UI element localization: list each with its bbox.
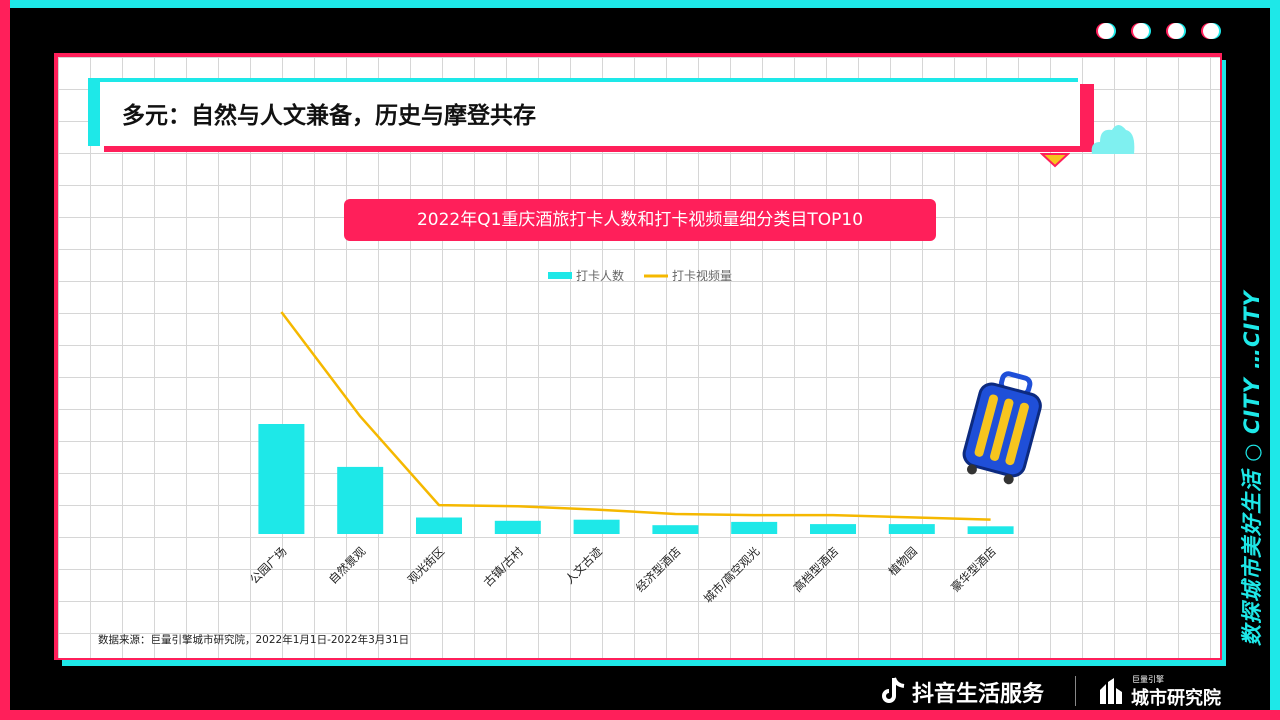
chart-line-series [280,311,991,521]
window-dots [1098,23,1219,39]
x-tick-label: 观光街区 [405,544,447,586]
frame-left-stripe [0,0,10,720]
building-logo-icon [1100,678,1122,704]
brand-primary: 抖音生活服务 [912,682,1045,707]
chart-bar [258,424,305,534]
tiktok-logo-icon [882,677,905,703]
chart-bar [573,519,620,534]
chart-bar [652,525,699,534]
suitcase-icon [962,371,1042,485]
sparkle-icon [1040,153,1070,168]
brand-secondary: 城市研究院 [1131,688,1221,709]
cloud-icon [1091,125,1135,154]
x-tick-label: 城市/高空观光 [701,544,763,606]
chart-bar [731,521,778,534]
x-tick-label: 自然景观 [326,544,369,587]
brand-divider [1075,676,1076,706]
frame-top-stripe [0,0,1280,8]
legend-label-line: 打卡视频量 [672,268,732,283]
chart-bar [337,466,384,534]
chart-bar [416,517,462,534]
chart-bar [967,526,1014,534]
grid-panel [58,57,1220,658]
x-tick-label: 植物园 [886,544,920,578]
frame-right-stripe [1270,0,1280,720]
brand-secondary-top: 巨量引擎 [1132,675,1164,684]
dot-icon [1098,23,1114,39]
frame-bottom-stripe [0,710,1280,720]
chart-bar [494,520,541,534]
x-tick-label: 高档型酒店 [791,544,842,595]
x-tick-label: 经济型酒店 [633,544,684,595]
x-tick-label: 古镇/古村 [481,544,527,590]
chart-bar [888,524,935,534]
legend-swatch-bar [548,272,572,279]
x-tick-label: 人文古迹 [562,544,605,587]
page-title: 多元：自然与人文兼备，历史与摩登共存 [122,103,536,129]
x-tick-label: 公园广场 [247,544,289,586]
dot-icon [1203,23,1219,39]
title-box [100,82,1080,146]
dot-icon [1133,23,1149,39]
side-vertical-text: 数探城市美好生活 ○ CITY …CITY [1240,290,1264,646]
data-source-note: 数据来源：巨量引擎城市研究院，2022年1月1日-2022年3月31日 [98,634,410,646]
chart-bar [810,524,856,534]
dot-icon [1168,23,1184,39]
x-tick-label: 豪华型酒店 [948,544,999,595]
legend-label-bar: 打卡人数 [576,268,624,283]
chart-title: 2022年Q1重庆酒旅打卡人数和打卡视频量细分类目TOP10 [344,199,936,241]
